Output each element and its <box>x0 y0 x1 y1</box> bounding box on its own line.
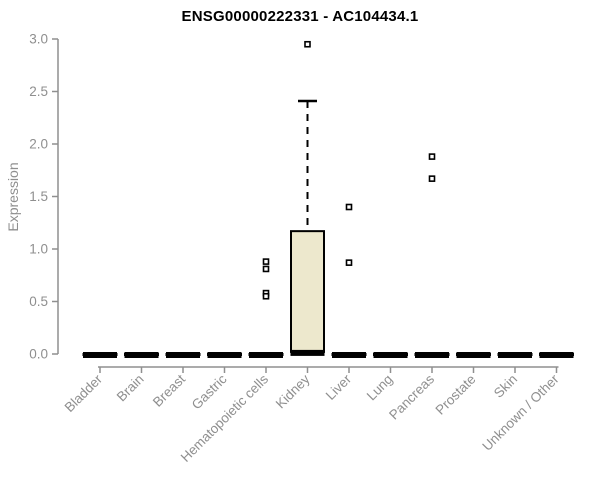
x-tick-label: Pancreas <box>386 371 437 422</box>
x-tick-label: Prostate <box>432 372 478 418</box>
outlier-point <box>262 292 270 300</box>
x-tick-label: Brain <box>114 372 147 405</box>
y-tick-label: 0.5 <box>29 294 48 309</box>
outlier-point <box>262 258 270 265</box>
x-tick-label: Bladder <box>62 371 106 415</box>
x-tick-label: Liver <box>323 371 355 403</box>
median-line <box>166 352 200 358</box>
outlier-point <box>428 175 436 182</box>
x-tick-label: Skin <box>491 372 520 401</box>
outlier-point <box>345 203 353 211</box>
x-tick-label: Kidney <box>273 371 313 411</box>
y-tick-label: 2.0 <box>29 137 48 152</box>
median-line <box>539 352 574 358</box>
median-line <box>332 352 366 358</box>
y-tick-label: 1.0 <box>29 242 48 257</box>
x-tick-label: Breast <box>150 371 188 409</box>
median-line <box>373 352 408 358</box>
chart-title: ENSG00000222331 - AC104434.1 <box>181 8 419 25</box>
x-tick-label: Gastric <box>189 371 230 412</box>
median-line <box>83 352 117 358</box>
median-line <box>498 352 532 358</box>
outlier-point <box>428 153 436 160</box>
y-tick-label: 1.5 <box>29 189 48 204</box>
x-tick-label: Lung <box>364 372 396 404</box>
median-line <box>124 352 159 358</box>
outlier-point <box>345 259 353 266</box>
median-line <box>290 349 325 356</box>
median-line <box>249 352 283 358</box>
y-tick-label: 0.0 <box>29 347 48 362</box>
box <box>290 230 325 353</box>
median-line <box>207 352 242 358</box>
y-tick-label: 2.5 <box>29 84 48 99</box>
outlier-point <box>262 265 270 273</box>
outlier-point <box>304 40 311 48</box>
median-line <box>456 352 491 358</box>
y-tick-label: 3.0 <box>29 32 48 47</box>
x-tick-label: Unknown / Other <box>479 371 562 454</box>
median-line <box>415 352 449 358</box>
